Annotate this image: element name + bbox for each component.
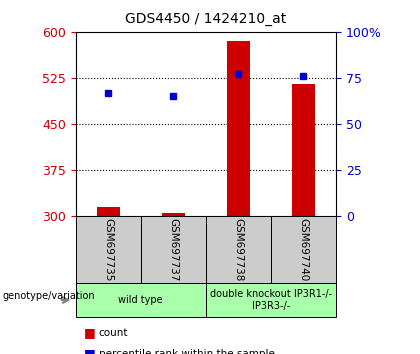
Text: wild type: wild type xyxy=(118,295,163,305)
Text: GSM697735: GSM697735 xyxy=(103,218,113,281)
Text: count: count xyxy=(99,328,128,338)
Bar xyxy=(292,84,315,216)
Text: genotype/variation: genotype/variation xyxy=(2,291,95,301)
Text: percentile rank within the sample: percentile rank within the sample xyxy=(99,349,275,354)
Text: ■: ■ xyxy=(84,326,96,339)
Text: GSM697738: GSM697738 xyxy=(234,218,243,281)
Bar xyxy=(227,41,250,216)
Text: GDS4450 / 1424210_at: GDS4450 / 1424210_at xyxy=(125,12,286,27)
Bar xyxy=(97,207,120,216)
Text: GSM697737: GSM697737 xyxy=(168,218,178,281)
Text: GSM697740: GSM697740 xyxy=(299,218,308,281)
Text: double knockout IP3R1-/-
IP3R3-/-: double knockout IP3R1-/- IP3R3-/- xyxy=(210,289,332,311)
Bar xyxy=(162,213,185,216)
Text: ■: ■ xyxy=(84,348,96,354)
